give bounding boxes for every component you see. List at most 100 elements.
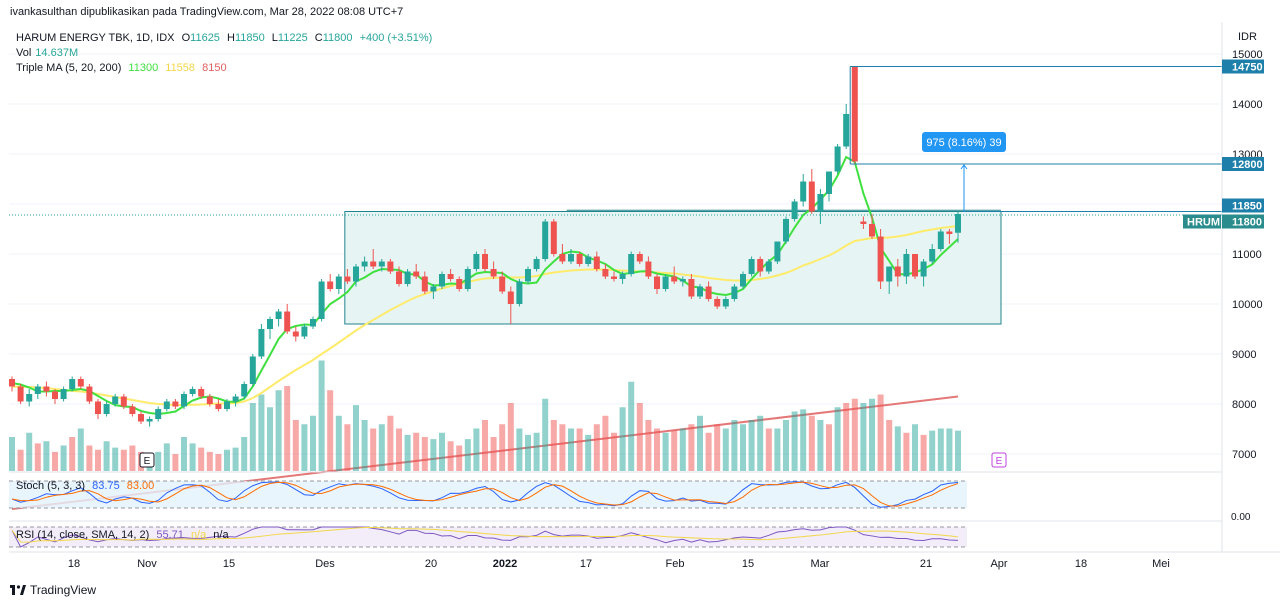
candle-body bbox=[353, 266, 359, 282]
candle-body bbox=[894, 266, 901, 277]
volume-bar bbox=[9, 437, 15, 471]
volume-bar bbox=[843, 403, 850, 471]
volume-legend[interactable]: Vol 14.637M bbox=[16, 47, 82, 59]
candle-body bbox=[585, 256, 592, 264]
volume-bar bbox=[344, 424, 351, 471]
price-label-11850-bg bbox=[1222, 198, 1264, 213]
volume-bar bbox=[877, 394, 884, 471]
volume-bar bbox=[817, 420, 824, 471]
candle-body bbox=[473, 254, 480, 269]
time-axis-labels: 18 Nov 15 Des 20 2022 17 Feb 15 Mar 21 Apr 18 Mei bbox=[68, 558, 1170, 570]
candle-body bbox=[525, 269, 531, 282]
candle-body bbox=[396, 271, 402, 284]
candle-body bbox=[103, 404, 110, 414]
volume-bar bbox=[826, 424, 832, 471]
candle-body bbox=[705, 286, 712, 299]
candle-body bbox=[456, 279, 463, 289]
candle-body bbox=[636, 254, 643, 262]
candle-body bbox=[146, 419, 153, 422]
candle-body bbox=[9, 379, 15, 387]
rsi-band bbox=[9, 527, 967, 547]
time-label: Des bbox=[315, 558, 335, 570]
candle-body bbox=[421, 276, 428, 292]
volume-bar bbox=[516, 428, 523, 471]
candle-body bbox=[791, 201, 798, 219]
price-label-12800: 12800 bbox=[1232, 159, 1263, 171]
candle-body bbox=[516, 281, 523, 304]
volume-bar bbox=[765, 428, 772, 471]
volume-bar bbox=[198, 447, 205, 471]
measure-label-box bbox=[922, 132, 1006, 152]
candle-body bbox=[800, 181, 807, 202]
volume-bar bbox=[413, 432, 420, 471]
ma-label: Triple MA (5, 20, 200) bbox=[16, 62, 122, 74]
volume-bar bbox=[568, 428, 574, 471]
time-label: 18 bbox=[1075, 558, 1087, 570]
stoch-legend[interactable]: Stoch (5, 3, 3) 83.75 83.00 bbox=[16, 480, 158, 492]
tradingview-logo-icon bbox=[10, 585, 26, 595]
volume-bar bbox=[851, 398, 858, 471]
volume-bar bbox=[224, 449, 230, 471]
volume-bar bbox=[929, 430, 936, 471]
volume-bar bbox=[507, 403, 514, 471]
volume-bar bbox=[482, 420, 488, 471]
candle-body bbox=[34, 386, 41, 394]
volume-bar bbox=[800, 409, 807, 471]
time-label: 17 bbox=[580, 558, 592, 570]
range-rectangle[interactable] bbox=[344, 211, 1002, 325]
candle-body bbox=[69, 379, 76, 389]
hrum-name-bg bbox=[1183, 214, 1221, 229]
price-label-hrum-bg bbox=[1222, 214, 1264, 229]
volume-bar bbox=[946, 428, 953, 471]
candle-body bbox=[869, 224, 875, 237]
candle-body bbox=[903, 254, 910, 277]
candle-body bbox=[206, 396, 213, 404]
measure-tool[interactable]: 975 (8.16%) 39 bbox=[922, 132, 1006, 212]
candle-body bbox=[413, 271, 420, 277]
volume-bar bbox=[447, 441, 454, 471]
candle-body bbox=[172, 401, 179, 407]
earnings-marker-2[interactable] bbox=[991, 452, 1007, 468]
volume-bar bbox=[533, 432, 540, 471]
volume-bar bbox=[542, 398, 549, 471]
ma20-value: 11558 bbox=[165, 62, 196, 74]
candle-body bbox=[292, 331, 299, 337]
volume-bar bbox=[26, 432, 33, 471]
candle-body bbox=[774, 241, 781, 262]
stoch-k-value: 83.75 bbox=[92, 480, 120, 492]
volume-bar bbox=[60, 445, 67, 471]
stoch-d-value: 83.00 bbox=[126, 480, 155, 492]
candle-body bbox=[748, 259, 755, 274]
time-label: Mar bbox=[811, 558, 830, 570]
symbol-legend[interactable]: HARUM ENERGY TBK, 1D, IDX O11625 H11850 … bbox=[16, 32, 440, 44]
volume-bar bbox=[473, 428, 480, 471]
time-label: 15 bbox=[223, 558, 235, 570]
rsi-legend[interactable]: RSI (14, close, SMA, 14, 2) 55.71 n/a n/… bbox=[16, 529, 233, 541]
ohlc-values: O11625 H11850 L11225 C11800 +400 (+3.51%… bbox=[181, 32, 433, 44]
price-axis-labels: 14750 12800 11850 11800 HRUM bbox=[1183, 59, 1264, 229]
candle-body bbox=[654, 276, 660, 289]
volume-bar bbox=[396, 428, 402, 471]
candle-body bbox=[344, 276, 351, 282]
earnings-marker-1[interactable] bbox=[139, 452, 155, 468]
candle-body bbox=[757, 259, 764, 272]
candle-body bbox=[310, 319, 316, 327]
volume-bar bbox=[808, 415, 815, 471]
volume-bar bbox=[430, 439, 437, 471]
ma-legend[interactable]: Triple MA (5, 20, 200) 11300 11558 8150 bbox=[16, 62, 231, 74]
candle-body bbox=[731, 286, 738, 299]
rsi-line bbox=[11, 526, 959, 548]
candle-body bbox=[920, 261, 927, 277]
volume-bar bbox=[490, 437, 497, 471]
volume-bar bbox=[370, 428, 377, 471]
candle-body bbox=[43, 386, 50, 392]
volume-bar bbox=[886, 420, 893, 471]
candle-body bbox=[912, 254, 918, 277]
volume-bars bbox=[9, 360, 961, 471]
volume-bar bbox=[267, 407, 273, 471]
price-levels[interactable] bbox=[9, 66, 1222, 216]
ma5-value: 11300 bbox=[128, 62, 159, 74]
footer-brand[interactable]: TradingView bbox=[10, 583, 96, 597]
candle-body bbox=[568, 254, 574, 262]
